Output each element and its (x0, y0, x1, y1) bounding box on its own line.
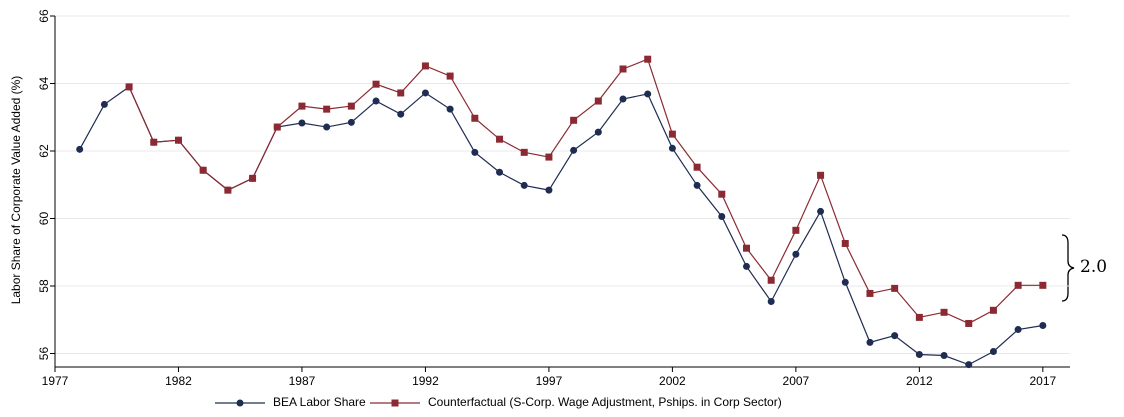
point (989, 347, 997, 355)
annotation: 2.0 (1080, 257, 1107, 277)
point (668, 144, 676, 152)
point (125, 83, 133, 91)
point (298, 102, 306, 110)
point (989, 306, 997, 314)
point (446, 72, 454, 80)
point (767, 298, 775, 306)
point (397, 89, 405, 97)
point (891, 284, 899, 292)
point (545, 153, 553, 161)
point (644, 90, 652, 98)
y-tick-label: 66 (37, 9, 51, 23)
point (1014, 281, 1022, 289)
point (323, 123, 331, 131)
legend-marker (391, 399, 399, 407)
point (446, 105, 454, 113)
point (249, 174, 257, 182)
point (199, 166, 207, 174)
point (421, 89, 429, 97)
point (965, 361, 973, 369)
point (298, 119, 306, 127)
point (76, 145, 84, 153)
point (742, 244, 750, 252)
point (224, 186, 232, 194)
point (940, 352, 948, 360)
point (1014, 326, 1022, 334)
point (792, 250, 800, 258)
point (841, 278, 849, 286)
point (1039, 321, 1047, 329)
y-tick-label: 62 (37, 144, 51, 158)
point (372, 80, 380, 88)
x-tick-label: 1982 (165, 374, 192, 388)
point (619, 95, 627, 103)
point (915, 313, 923, 321)
x-tick-label: 1992 (412, 374, 439, 388)
legend-marker (236, 399, 244, 407)
point (347, 102, 355, 110)
point (372, 97, 380, 105)
point (570, 146, 578, 154)
point (397, 110, 405, 118)
point (891, 332, 899, 340)
point (619, 65, 627, 73)
point (693, 163, 701, 171)
point (718, 190, 726, 198)
legend-label: Counterfactual (S-Corp. Wage Adjustment,… (428, 395, 782, 409)
point (570, 116, 578, 124)
point (520, 148, 528, 156)
point (471, 114, 479, 122)
point (323, 105, 331, 113)
y-axis-label: Labor Share of Corporate Value Added (%) (9, 76, 23, 305)
point (866, 289, 874, 297)
x-tick-label: 2002 (659, 374, 686, 388)
point (817, 207, 825, 215)
point (1039, 281, 1047, 289)
x-tick-label: 2007 (783, 374, 810, 388)
point (644, 55, 652, 63)
y-tick-label: 58 (37, 279, 51, 293)
point (347, 118, 355, 126)
legend-label: BEA Labor Share (273, 395, 366, 409)
series-line (79, 85, 1043, 366)
y-tick-label: 64 (37, 77, 51, 91)
point (742, 262, 750, 270)
point (174, 136, 182, 144)
point (817, 171, 825, 179)
y-tick-label: 60 (37, 212, 51, 226)
point (150, 138, 158, 146)
point (866, 338, 874, 346)
point (100, 100, 108, 108)
point (767, 276, 775, 284)
point (594, 97, 602, 105)
x-tick-label: 1997 (536, 374, 563, 388)
point (841, 239, 849, 247)
point (594, 128, 602, 136)
x-tick-label: 1987 (289, 374, 316, 388)
x-tick-label: 1977 (42, 374, 69, 388)
x-tick-label: 2017 (1029, 374, 1056, 388)
point (940, 308, 948, 316)
series-line (128, 58, 1043, 325)
point (273, 123, 281, 131)
point (471, 148, 479, 156)
x-tick-label: 2012 (906, 374, 933, 388)
point (693, 181, 701, 189)
point (718, 212, 726, 220)
y-tick-label: 56 (37, 347, 51, 361)
point (792, 226, 800, 234)
point (496, 168, 504, 176)
brace (1061, 234, 1075, 302)
point (915, 351, 923, 359)
point (545, 186, 553, 194)
point (520, 181, 528, 189)
point (496, 135, 504, 143)
point (421, 62, 429, 70)
point (668, 130, 676, 138)
point (965, 319, 973, 327)
